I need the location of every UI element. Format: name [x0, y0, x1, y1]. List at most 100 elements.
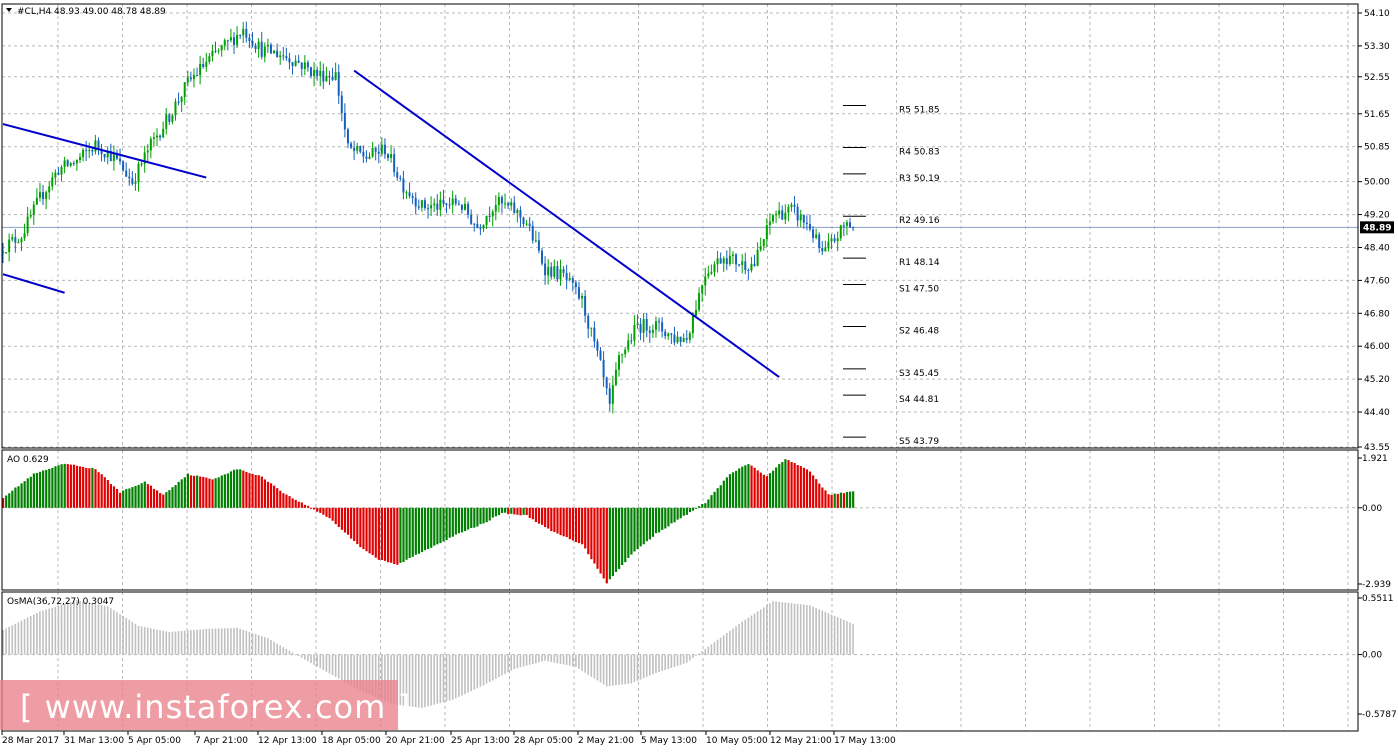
y-tick-label: 45.20 [1364, 375, 1390, 385]
osma-bar [504, 654, 506, 674]
osma-bar [257, 635, 260, 655]
ao-bar [436, 507, 439, 545]
ao-bar [343, 507, 347, 533]
candle-body [673, 334, 676, 343]
osma-bar [649, 654, 651, 676]
ao-bar [787, 460, 790, 508]
candle-body [842, 225, 845, 227]
candle-body [827, 241, 830, 249]
ao-bar [630, 507, 633, 555]
osma-bar [458, 654, 460, 697]
candle-body [75, 160, 78, 164]
candle-body [731, 254, 734, 256]
labels-layer: R5 51.85 R4 50.83 R3 50.19 R2 49.16 R1 48.14… [2, 7, 1397, 746]
candle-body [149, 138, 152, 151]
candle-body [531, 225, 534, 241]
ao-bar [297, 501, 300, 508]
candle-body [186, 77, 189, 83]
ao-bar [735, 470, 738, 508]
ao-bar [525, 507, 528, 516]
y-tick-label: 0.00 [1362, 504, 1382, 514]
candle-body [541, 250, 543, 264]
osma-bar [722, 635, 725, 655]
candle-body [374, 147, 377, 152]
osma-bar [535, 654, 537, 664]
candle-body [143, 152, 146, 164]
osma-bar [544, 654, 546, 661]
osma-bar [190, 630, 192, 655]
candle-body [115, 152, 118, 159]
osma-bar [692, 654, 694, 659]
osma-bar [51, 607, 54, 655]
ao-bar [845, 491, 849, 508]
candle-body [685, 338, 688, 340]
ao-bar [146, 484, 149, 508]
osma-bar [528, 654, 531, 665]
osma-bar [799, 604, 802, 655]
ao-bar [106, 480, 109, 508]
ao-bar [728, 474, 732, 508]
osma-bar [427, 654, 429, 707]
candle-body [464, 203, 466, 210]
candle-body [165, 114, 168, 129]
candle-body [285, 56, 288, 59]
osma-bar [285, 648, 288, 655]
osma-bar [288, 650, 291, 655]
ao-bar [396, 507, 399, 565]
candle-body [577, 287, 580, 299]
osma-bar [596, 654, 599, 681]
ao-bar [719, 485, 722, 508]
ao-bar [115, 489, 119, 508]
candle-body [402, 178, 405, 193]
ao-bar [673, 507, 676, 523]
candle-body [627, 340, 630, 350]
osma-bar [54, 606, 57, 655]
osma-bar [679, 654, 682, 665]
ao-bar [433, 507, 436, 546]
candle-body [574, 282, 577, 288]
candle-body [704, 276, 707, 286]
candle-body [775, 214, 778, 216]
candle-body [648, 330, 651, 333]
candle-body [584, 296, 587, 316]
pivot-level-label: R5 51.85 [899, 106, 940, 116]
candle-body [300, 62, 303, 69]
candle-body [306, 62, 309, 68]
ao-bar [26, 478, 29, 508]
osma-bar [766, 605, 768, 655]
ao-bar [768, 473, 772, 508]
last-price-label: 48.89 [1363, 223, 1391, 233]
ao-bar [423, 507, 427, 551]
osma-bar [454, 654, 457, 699]
candle-body [713, 264, 716, 272]
osma-bar [273, 641, 275, 655]
ao-bar [94, 469, 97, 508]
candle-body [152, 137, 155, 139]
osma-bar [393, 654, 395, 705]
ao-bar [571, 507, 574, 541]
ao-bar [611, 507, 615, 577]
osma-bar [735, 626, 737, 655]
osma-bar [196, 629, 198, 655]
candle-body [605, 377, 608, 389]
candle-body [534, 240, 537, 242]
osma-bar [11, 625, 14, 655]
trendline [2, 273, 65, 294]
ao-bar [257, 475, 260, 508]
osma-bar [337, 654, 340, 679]
osma-bar [325, 654, 328, 672]
osma-bar [556, 654, 559, 664]
osma-bar [522, 654, 525, 667]
ao-bar [491, 507, 494, 518]
ao-bar [183, 477, 186, 508]
osma-bar [461, 654, 463, 696]
ao-bar [738, 468, 741, 508]
osma-bar [738, 623, 740, 655]
ao-bar [103, 477, 106, 508]
x-tick-label: 18 Apr 05:00 [322, 736, 381, 746]
candle-body [223, 40, 226, 46]
ao-bar [229, 471, 233, 508]
ao-bar [599, 507, 602, 574]
osma-bar [103, 605, 106, 655]
